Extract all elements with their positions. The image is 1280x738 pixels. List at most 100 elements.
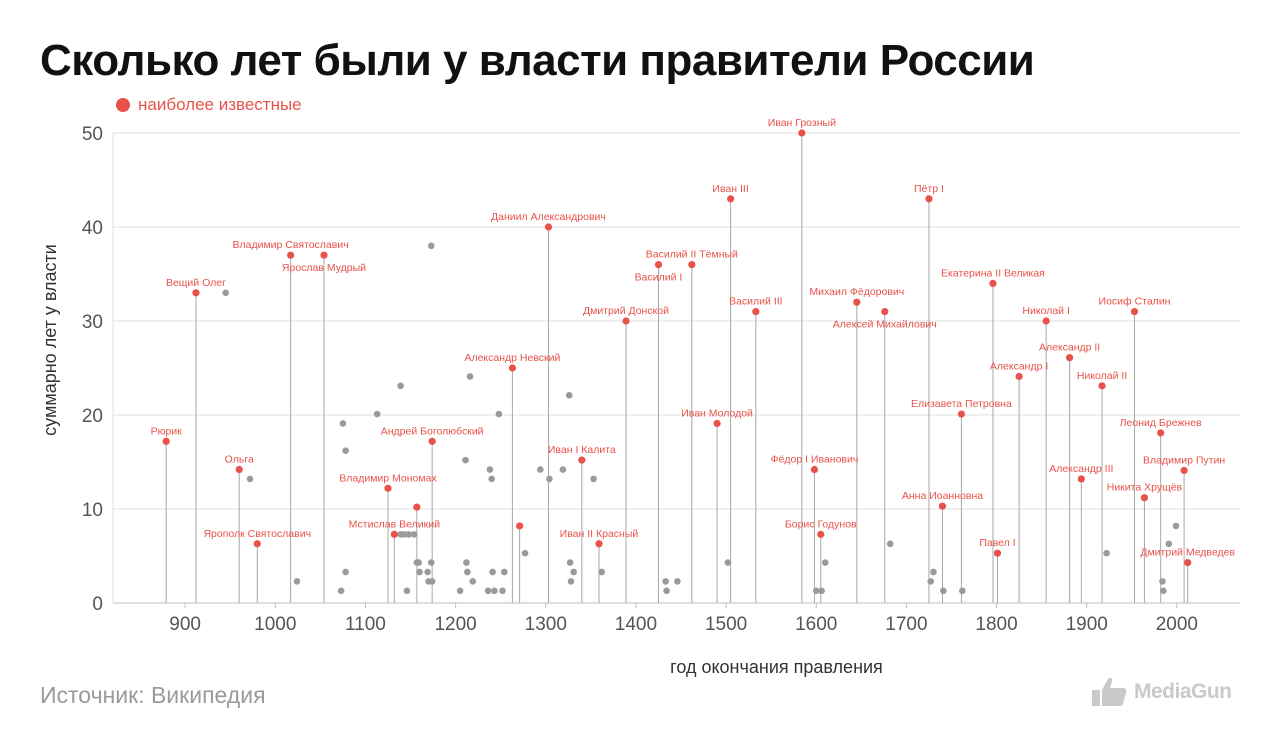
point-label: Николай II	[1077, 370, 1127, 382]
x-axis-title: год окончания правления	[670, 657, 883, 677]
data-point-highlight	[1140, 494, 1149, 502]
point-label: Мстислав Великий	[349, 518, 440, 530]
data-point-other	[567, 578, 575, 585]
data-point-other	[537, 466, 544, 473]
point-label: Василий II Тёмный	[646, 249, 738, 261]
data-point-other	[342, 447, 349, 455]
x-tick-label: 1000	[254, 614, 296, 635]
point-label: Вещий Олег	[166, 277, 226, 289]
legend-dot	[116, 98, 130, 112]
point-label: Анна Иоанновна	[902, 490, 983, 502]
data-point-highlight	[235, 465, 243, 474]
point-label: Николай I	[1022, 305, 1069, 317]
data-point-other	[886, 540, 894, 548]
point-labels: Рюрик Вещий Олег Ольга Ярополк Святославич В…	[151, 117, 1236, 559]
data-point-highlight	[384, 484, 392, 492]
data-point-other	[339, 420, 347, 427]
data-point-other	[428, 578, 436, 585]
data-point-other	[821, 559, 829, 566]
data-point-highlight	[287, 251, 295, 259]
data-point-other	[495, 410, 503, 418]
y-tick-label: 30	[82, 312, 103, 333]
data-point-other	[959, 587, 966, 595]
point-label: Фёдор I Иванович	[771, 454, 859, 466]
data-point-highlight	[1065, 354, 1074, 362]
point-label: Михаил Фёдорович	[809, 286, 904, 298]
data-point-highlight	[1077, 475, 1085, 483]
data-point-highlight	[817, 530, 825, 538]
data-point-other	[403, 587, 411, 595]
point-label: Никита Хрущёв	[1107, 482, 1183, 494]
x-tick-label: 900	[169, 614, 201, 635]
data-point-highlight	[798, 129, 806, 137]
point-label: Екатерина II Великая	[941, 267, 1045, 279]
data-point-other	[559, 466, 567, 473]
data-point-other	[293, 578, 301, 585]
data-point-other	[930, 568, 937, 576]
y-axis-title: суммарно лет у власти	[40, 244, 60, 436]
data-point-other	[484, 587, 492, 595]
data-point-other	[489, 568, 496, 576]
chart-title: Сколько лет были у власти правители Росс…	[40, 36, 1035, 85]
data-point-other	[590, 475, 597, 483]
data-point-highlight	[390, 530, 398, 538]
data-point-highlight	[957, 410, 966, 418]
data-point-highlight	[1180, 466, 1188, 475]
data-point-other	[1172, 522, 1180, 530]
point-label: Александр I	[990, 360, 1048, 372]
point-label: Василий I	[635, 272, 683, 284]
data-point-other	[463, 559, 470, 566]
data-point-other	[222, 289, 229, 297]
data-point-highlight	[1157, 429, 1165, 437]
point-label: Рюрик	[151, 425, 183, 437]
data-point-highlight	[428, 437, 436, 445]
point-label: Иван I Калита	[548, 444, 616, 456]
data-point-highlight	[413, 503, 421, 511]
data-point-other	[818, 587, 825, 595]
data-point-other	[337, 587, 345, 595]
point-label: Алексей Михайлович	[833, 319, 937, 331]
data-point-highlight	[853, 298, 861, 306]
data-point-other	[598, 568, 605, 576]
point-label: Даниил Александрович	[491, 211, 606, 223]
data-point-other	[464, 568, 471, 576]
data-point-other	[416, 568, 423, 576]
data-point-other	[466, 373, 474, 380]
data-point-highlight	[993, 549, 1002, 557]
data-point-other	[410, 531, 418, 538]
data-point-highlight	[162, 437, 170, 445]
y-tick-label: 20	[82, 406, 103, 427]
point-label: Владимир Путин	[1143, 454, 1225, 466]
data-point-highlight	[595, 540, 603, 548]
x-tick-label: 1900	[1066, 614, 1108, 635]
data-point-other	[373, 410, 381, 418]
data-point-highlight	[1098, 382, 1106, 390]
point-label: Леонид Брежнев	[1120, 417, 1202, 429]
data-point-other	[424, 568, 431, 576]
x-tick-label: 2000	[1156, 614, 1198, 635]
data-point-other	[1159, 578, 1166, 585]
x-tick-label: 1300	[525, 614, 567, 635]
data-point-highlight	[544, 223, 553, 231]
data-point-highlight	[1184, 558, 1192, 567]
data-point-other	[469, 578, 477, 585]
point-label: Владимир Мономах	[339, 472, 437, 484]
y-tick-label: 40	[82, 218, 103, 239]
data-point-highlight	[192, 289, 200, 297]
data-point-highlight	[508, 364, 517, 372]
data-point-other	[940, 587, 947, 595]
point-label: Пётр I	[914, 183, 944, 195]
point-label: Александр III	[1049, 463, 1113, 475]
data-point-other	[246, 475, 254, 483]
data-point-other	[546, 475, 553, 483]
data-point-other	[674, 578, 681, 585]
point-label: Ольга	[225, 454, 254, 466]
data-point-other	[1103, 549, 1110, 557]
data-point-other	[927, 578, 935, 585]
point-label: Дмитрий Медведев	[1140, 547, 1235, 559]
point-label: Иосиф Сталин	[1099, 296, 1171, 308]
data-point-other	[486, 466, 494, 473]
data-point-highlight	[726, 195, 735, 203]
data-point-other	[662, 578, 669, 585]
data-point-highlight	[654, 261, 663, 269]
